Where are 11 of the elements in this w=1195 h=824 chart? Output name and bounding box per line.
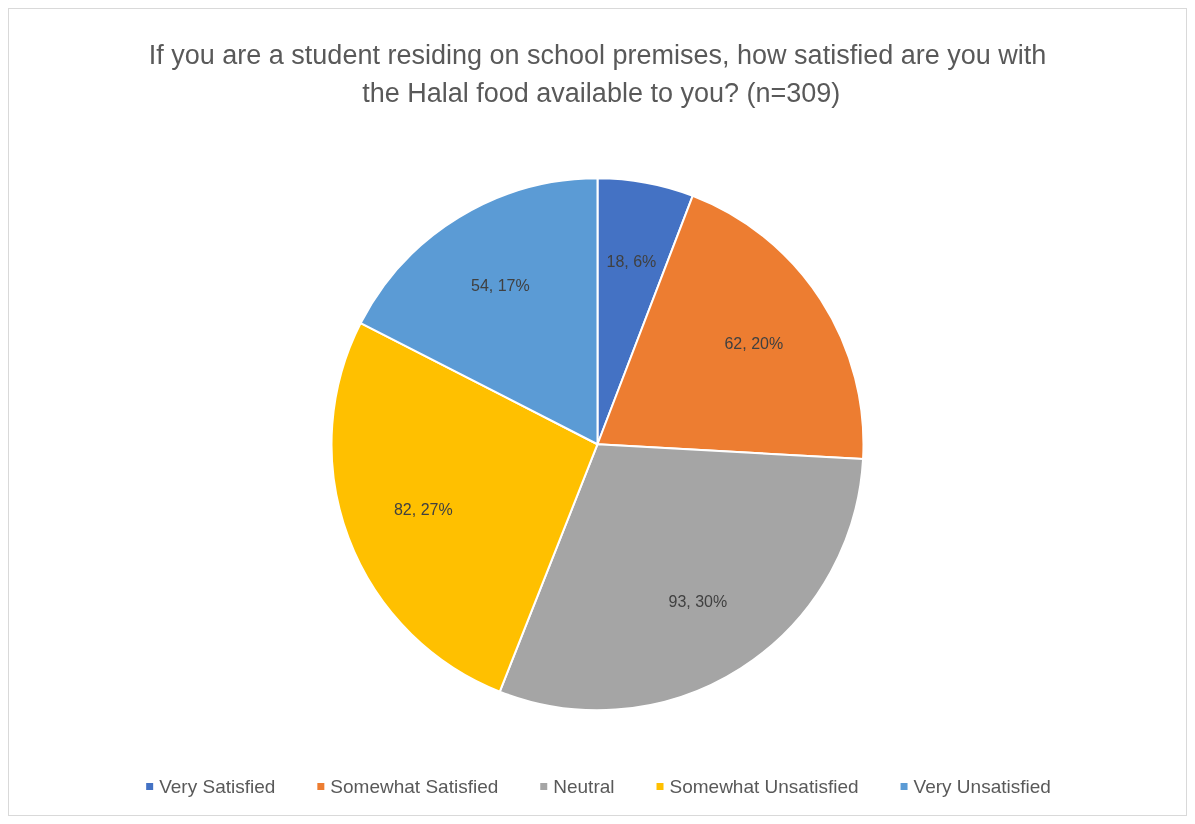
- legend-label: Neutral: [553, 776, 615, 797]
- data-label: 82, 27%: [393, 501, 453, 519]
- legend-label: Very Unsatisfied: [913, 776, 1051, 797]
- chart-title: If you are a student residing on school premises, how satisfied are you with the Halal food available to you? (n=309): [148, 40, 1047, 108]
- legend-label: Very Satisfied: [159, 776, 276, 797]
- data-label: 18, 6%: [606, 252, 657, 270]
- data-label: 54, 17%: [470, 276, 530, 294]
- data-label: 93, 30%: [668, 592, 728, 610]
- data-label: 62, 20%: [724, 334, 784, 352]
- legend-label: Somewhat Satisfied: [330, 776, 499, 797]
- legend-label: Somewhat Unsatisfied: [669, 776, 859, 797]
